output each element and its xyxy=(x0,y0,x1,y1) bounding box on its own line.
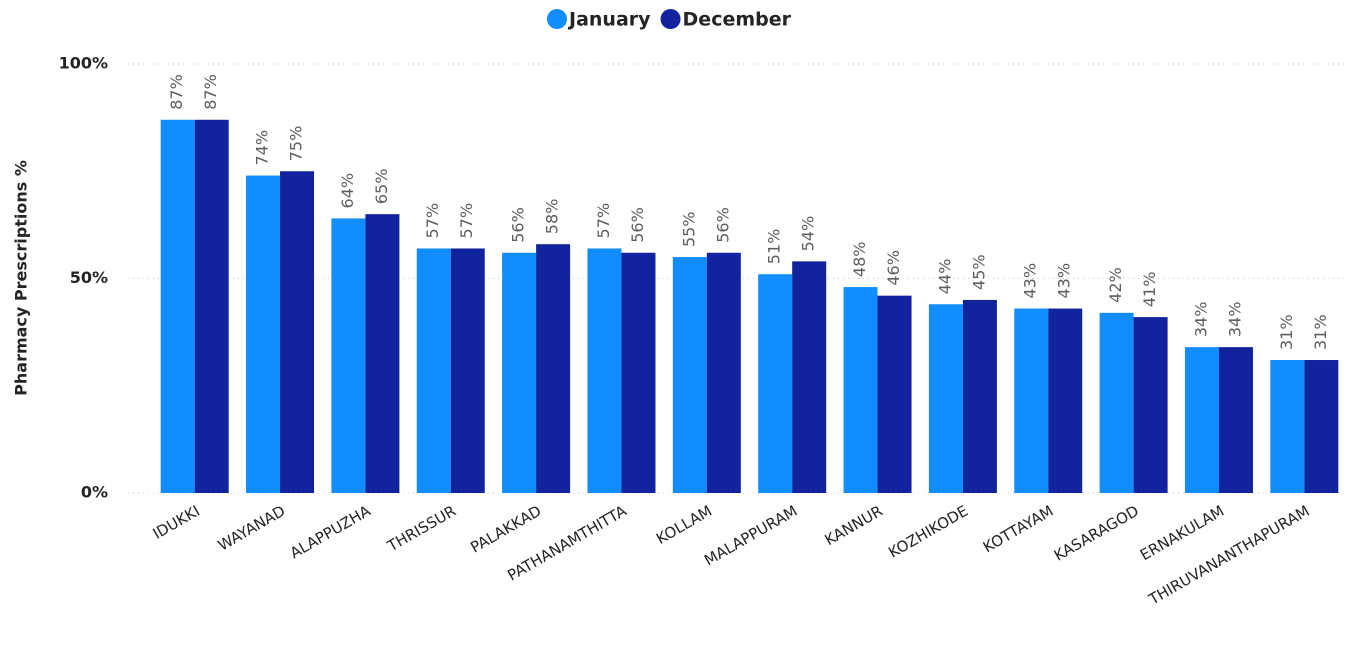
bar xyxy=(536,244,571,493)
data-label: 43% xyxy=(1021,263,1040,299)
data-label: 44% xyxy=(935,259,954,295)
legend-label: December xyxy=(683,9,792,31)
bar xyxy=(246,175,281,494)
bar xyxy=(365,214,400,493)
x-tick-label: KOTTAYAM xyxy=(980,502,1057,557)
legend-marker xyxy=(660,9,681,29)
legend-marker xyxy=(547,9,567,29)
data-label: 57% xyxy=(457,203,476,239)
data-label: 46% xyxy=(884,250,903,286)
data-label: 48% xyxy=(850,242,869,278)
y-tick-label: 50% xyxy=(70,268,108,287)
bar xyxy=(877,295,912,493)
bar xyxy=(758,274,793,493)
data-label: 54% xyxy=(799,216,818,252)
data-label: 65% xyxy=(372,169,391,205)
data-label: 56% xyxy=(628,207,647,243)
x-tick-label: KANNUR xyxy=(822,502,886,549)
legend-label: January xyxy=(567,9,651,31)
bar xyxy=(1048,308,1083,493)
data-label: 43% xyxy=(1055,263,1074,299)
bar xyxy=(160,119,195,494)
bar xyxy=(1099,312,1134,493)
bar xyxy=(1218,347,1253,493)
bar xyxy=(280,171,315,493)
bar xyxy=(331,218,366,493)
data-label: 87% xyxy=(201,74,220,110)
data-label: 64% xyxy=(338,173,357,209)
x-tick-label: KASARAGOD xyxy=(1051,502,1142,565)
bar xyxy=(928,304,963,493)
y-tick-label: 0% xyxy=(81,483,108,502)
bar xyxy=(962,299,997,493)
bar xyxy=(194,119,229,494)
data-label: 57% xyxy=(594,203,613,239)
bar xyxy=(1133,317,1168,493)
y-tick-label: 100% xyxy=(59,54,108,73)
x-tick-label: KOZHIKODE xyxy=(885,502,971,562)
data-label: 58% xyxy=(543,199,562,235)
bar xyxy=(1270,360,1305,493)
data-label: 87% xyxy=(167,74,186,110)
x-tick-label: IDUKKI xyxy=(150,502,203,543)
bar xyxy=(587,248,622,493)
data-label: 57% xyxy=(423,203,442,239)
data-label: 34% xyxy=(1191,302,1210,338)
bar xyxy=(792,261,827,493)
x-tick-label: THIRUVANANTHAPURAM xyxy=(1145,502,1313,609)
data-label: 34% xyxy=(1225,302,1244,338)
y-axis-title: Pharmacy Prescriptions % xyxy=(12,160,31,396)
bar xyxy=(1014,308,1049,493)
x-tick-label: ALAPPUZHA xyxy=(287,501,374,562)
x-tick-label: WAYANAD xyxy=(215,502,288,555)
x-tick-label: KOLLAM xyxy=(653,502,715,548)
data-label: 74% xyxy=(253,130,272,166)
bar xyxy=(706,252,741,493)
bar xyxy=(1304,360,1339,493)
x-tick-label: MALAPPURAM xyxy=(701,502,800,570)
data-label: 31% xyxy=(1311,314,1330,350)
data-label: 31% xyxy=(1277,314,1296,350)
data-label: 45% xyxy=(969,254,988,290)
bar xyxy=(1184,347,1219,493)
x-tick-label: PALAKKAD xyxy=(467,502,544,557)
data-label: 51% xyxy=(765,229,784,265)
bar xyxy=(672,257,707,493)
data-label: 41% xyxy=(1140,272,1159,308)
bar xyxy=(416,248,451,493)
bar xyxy=(450,248,485,493)
data-label: 56% xyxy=(713,207,732,243)
data-label: 56% xyxy=(509,207,528,243)
x-tick-label: THRISSUR xyxy=(384,502,459,556)
bar xyxy=(621,252,656,493)
data-label: 75% xyxy=(287,126,306,162)
bar xyxy=(843,287,878,493)
data-label: 42% xyxy=(1106,267,1125,303)
bar xyxy=(502,252,537,493)
data-label: 55% xyxy=(679,211,698,247)
